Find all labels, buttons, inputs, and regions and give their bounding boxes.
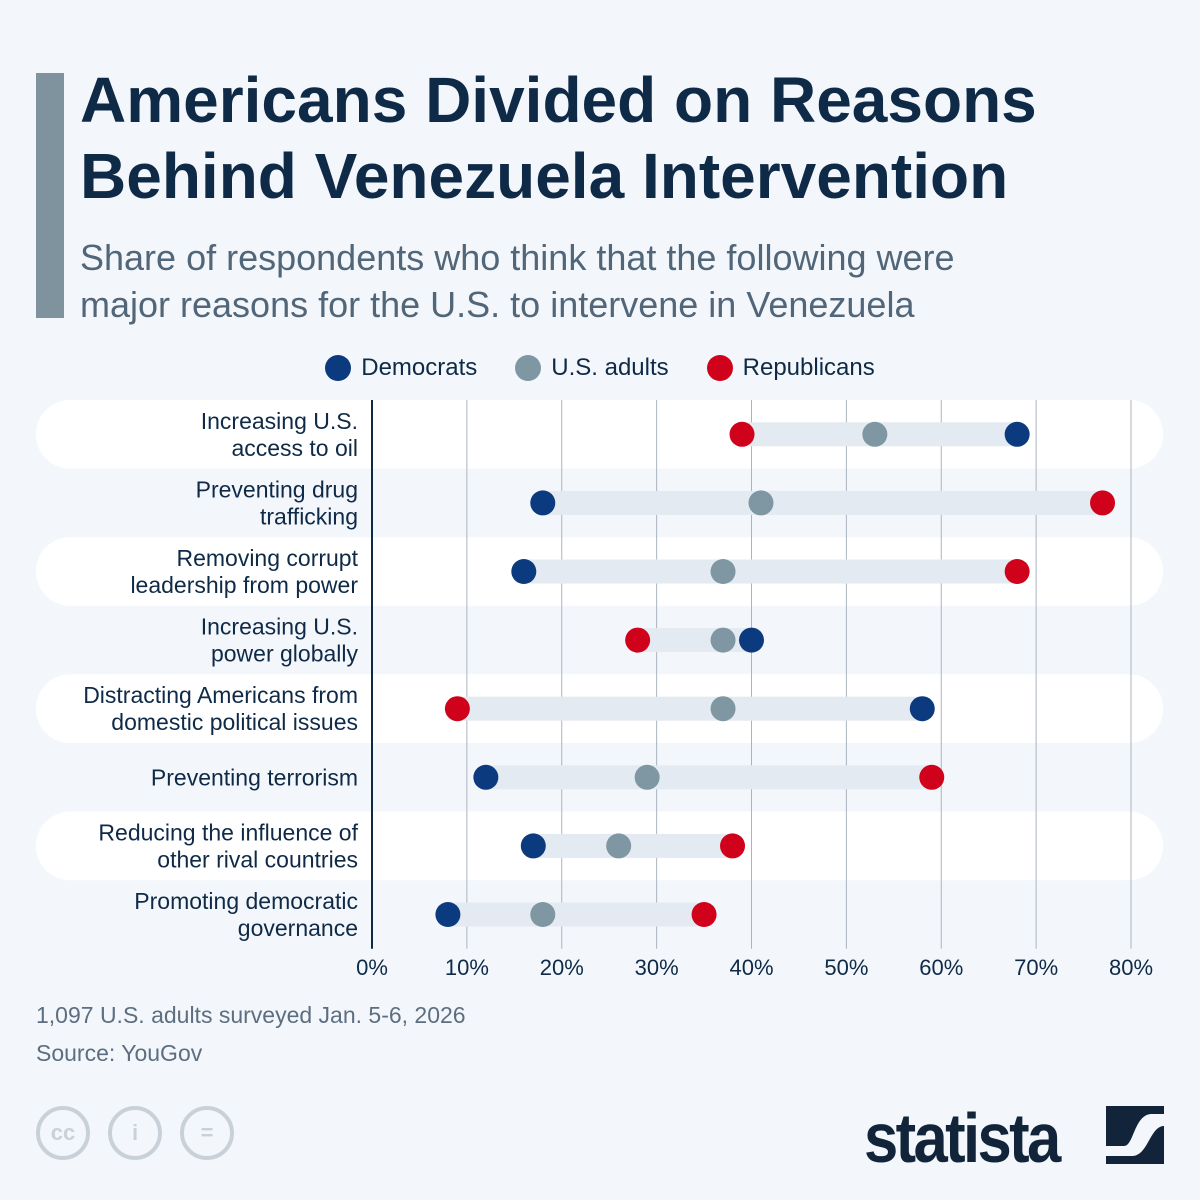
legend-item-us-adults: U.S. adults bbox=[515, 354, 669, 382]
range-track bbox=[542, 490, 1103, 515]
republicans-dot bbox=[444, 696, 470, 722]
category-label-line: Reducing the influence of bbox=[98, 819, 358, 845]
range-track bbox=[457, 696, 923, 721]
subtitle-line-1: Share of respondents who think that the … bbox=[80, 237, 955, 278]
republicans-dot bbox=[1090, 490, 1116, 516]
category-label: Distracting Americans from domestic polit… bbox=[83, 682, 358, 735]
subtitle-line-2: major reasons for the U.S. to intervene … bbox=[80, 284, 915, 325]
category-label-line: trafficking bbox=[260, 503, 358, 529]
republicans-dot bbox=[691, 902, 717, 927]
chart-subtitle: Share of respondents who think that the … bbox=[80, 234, 955, 328]
legend-item-democrats: Democrats bbox=[325, 354, 477, 382]
title-line-2: Behind Venezuela Intervention bbox=[80, 140, 1009, 212]
us-adults-dot bbox=[530, 902, 556, 927]
us-adults-dot bbox=[606, 833, 632, 859]
democrats-dot bbox=[1004, 421, 1030, 447]
x-tick-label: 30% bbox=[635, 955, 679, 980]
republicans-dot bbox=[720, 833, 746, 859]
x-tick-label: 50% bbox=[824, 955, 868, 980]
category-label: Promoting democratic governance bbox=[134, 888, 358, 941]
x-tick-label: 20% bbox=[540, 955, 584, 980]
us-adults-dot bbox=[710, 696, 736, 722]
category-label: Removing corrupt leadership from power bbox=[130, 545, 358, 598]
us-adults-dot bbox=[634, 764, 660, 790]
legend-item-republicans: Republicans bbox=[706, 354, 875, 382]
range-track bbox=[533, 833, 733, 858]
legend-swatch bbox=[706, 355, 733, 381]
category-label-line: Increasing U.S. bbox=[201, 614, 358, 640]
category-label: Increasing U.S. power globally bbox=[201, 614, 359, 667]
x-tick-label: 70% bbox=[1014, 955, 1058, 980]
legend-swatch bbox=[325, 355, 352, 381]
republicans-dot bbox=[919, 764, 945, 790]
legend-label: Republicans bbox=[742, 354, 875, 381]
statista-logo[interactable]: statista bbox=[864, 1099, 1061, 1177]
category-label-line: power globally bbox=[211, 641, 359, 667]
republicans-dot bbox=[1004, 559, 1030, 584]
title-line-1: Americans Divided on Reasons bbox=[80, 64, 1037, 136]
source-note: Source: YouGov bbox=[36, 1040, 203, 1066]
category-label-line: Distracting Americans from bbox=[83, 682, 358, 708]
us-adults-dot bbox=[710, 627, 736, 653]
democrats-dot bbox=[473, 764, 499, 790]
legend-label: U.S. adults bbox=[551, 354, 669, 381]
category-label-line: other rival countries bbox=[157, 846, 358, 872]
democrats-dot bbox=[435, 902, 461, 927]
range-track bbox=[485, 765, 932, 790]
statista-logo-mark-icon bbox=[1106, 1106, 1164, 1164]
us-adults-dot bbox=[862, 421, 888, 447]
democrats-dot bbox=[530, 490, 556, 516]
democrats-dot bbox=[739, 627, 764, 653]
category-label-line: access to oil bbox=[231, 435, 358, 461]
category-label-line: Preventing drug bbox=[196, 476, 358, 502]
legend-label: Democrats bbox=[361, 354, 478, 381]
us-adults-dot bbox=[748, 490, 774, 516]
x-tick-label: 80% bbox=[1109, 955, 1153, 980]
range-track bbox=[447, 902, 705, 927]
category-label-line: domestic political issues bbox=[111, 709, 358, 735]
category-label-line: Removing corrupt bbox=[176, 545, 358, 571]
category-label-line: leadership from power bbox=[130, 572, 358, 598]
survey-note: 1,097 U.S. adults surveyed Jan. 5-6, 202… bbox=[36, 1002, 466, 1028]
cc-license-icon[interactable]: cc bbox=[36, 1106, 90, 1160]
democrats-dot bbox=[909, 696, 935, 722]
category-label: Preventing drug trafficking bbox=[196, 476, 358, 529]
category-label: Preventing terrorism bbox=[151, 764, 358, 790]
x-tick-label: 60% bbox=[919, 955, 963, 980]
title-accent-bar bbox=[36, 73, 64, 318]
democrats-dot bbox=[511, 559, 537, 584]
no-derivatives-icon[interactable]: = bbox=[180, 1106, 234, 1160]
republicans-dot bbox=[729, 421, 755, 447]
range-track bbox=[523, 559, 1018, 584]
category-label-line: governance bbox=[238, 915, 358, 941]
category-label-line: Increasing U.S. bbox=[201, 408, 358, 434]
legend: Democrats U.S. adults Republicans bbox=[0, 354, 1200, 382]
dot-range-chart: 0% 10% 20% 30% 40% 50% 60% 70% 80% Increasing U.S… bbox=[36, 400, 1163, 980]
x-tick-label: 10% bbox=[445, 955, 489, 980]
chart-title: Americans Divided on Reasons Behind Venez… bbox=[80, 62, 1037, 214]
democrats-dot bbox=[520, 833, 546, 859]
x-tick-label: 0% bbox=[356, 955, 388, 980]
category-label: Reducing the influence of other rival cou… bbox=[98, 819, 358, 872]
category-label: Increasing U.S. access to oil bbox=[201, 408, 358, 461]
attribution-icon[interactable]: i bbox=[108, 1106, 162, 1160]
x-tick-label: 40% bbox=[729, 955, 773, 980]
category-label-line: Preventing terrorism bbox=[151, 764, 358, 790]
row-band bbox=[36, 400, 1163, 469]
us-adults-dot bbox=[710, 559, 736, 584]
category-label-line: Promoting democratic bbox=[134, 888, 358, 914]
republicans-dot bbox=[625, 627, 651, 653]
legend-swatch bbox=[515, 355, 542, 381]
